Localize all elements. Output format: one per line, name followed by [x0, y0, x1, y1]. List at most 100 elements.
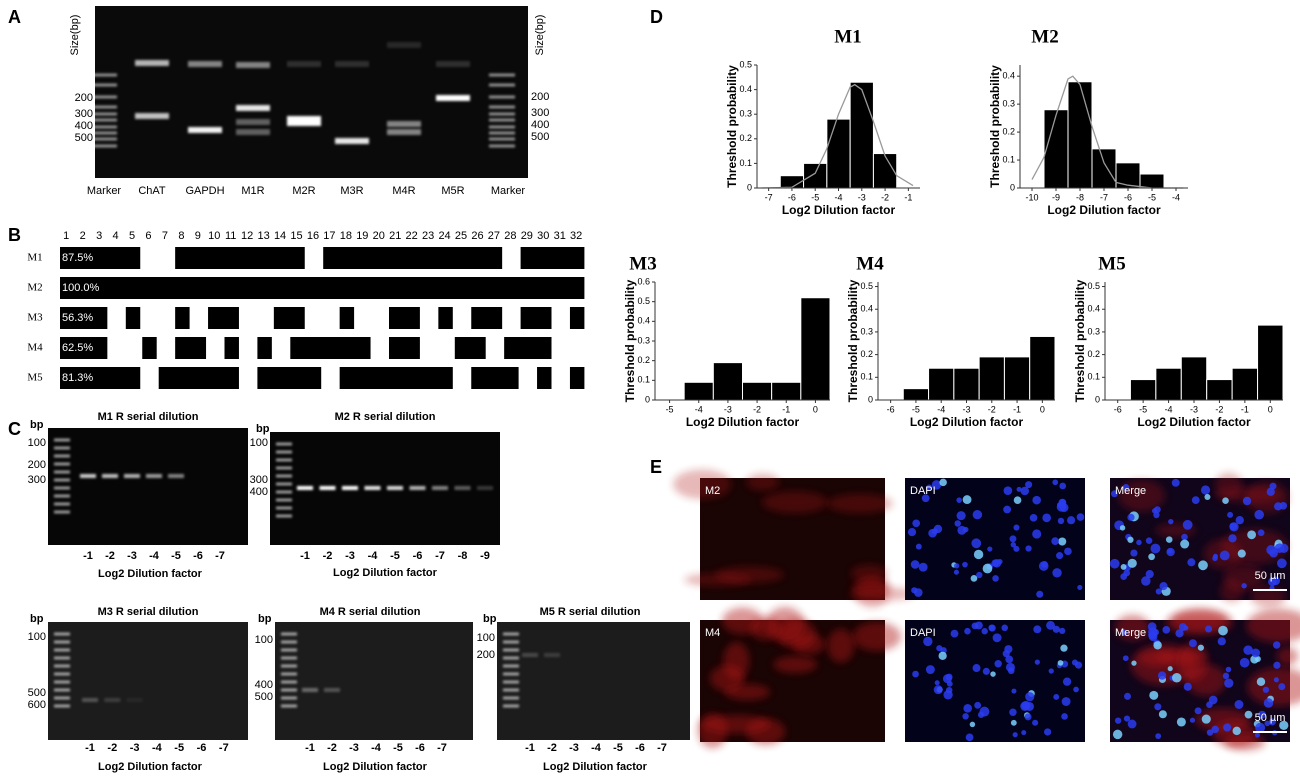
lane-label: -7: [435, 550, 445, 562]
gel-band: [335, 61, 369, 67]
nucleus: [991, 559, 999, 567]
gel-band: [91, 105, 117, 109]
gel-band: [489, 144, 515, 148]
bar: [803, 162, 828, 189]
y-tick-label: 0.4: [637, 316, 650, 326]
nucleus: [1197, 644, 1204, 651]
percent-label: 100.0%: [62, 282, 100, 294]
y-tick-label: 0: [747, 182, 752, 192]
chart-title: M3: [629, 253, 656, 274]
gel-band: [409, 486, 426, 490]
nucleus: [1122, 484, 1130, 491]
stain-smudge: [1276, 647, 1299, 666]
nucleus: [1011, 688, 1017, 694]
nucleus: [954, 520, 961, 527]
nucleus: [1222, 672, 1230, 680]
gel-band: [281, 672, 297, 676]
presence-bar: [142, 337, 157, 359]
nucleus: [1005, 655, 1014, 664]
micrograph: [697, 607, 902, 749]
gel-band: [503, 688, 519, 692]
lane-label: -5: [613, 742, 623, 754]
nucleus: [981, 628, 988, 635]
lane-label: -2: [107, 742, 117, 754]
gel-band: [82, 698, 98, 702]
bar: [800, 297, 831, 401]
bar: [1155, 367, 1182, 401]
gel-band: [236, 62, 270, 68]
gel-band: [276, 506, 292, 510]
nucleus: [1127, 513, 1135, 521]
gel-image: [95, 6, 528, 178]
nucleus: [1058, 537, 1067, 546]
gel-band: [297, 486, 313, 490]
x-tick-label: 0: [1040, 404, 1045, 414]
nucleus: [956, 497, 962, 503]
nucleus: [1061, 713, 1068, 720]
bar: [771, 381, 802, 401]
nucleus: [1056, 502, 1063, 508]
x-tick-label: -3: [858, 192, 866, 202]
nucleus: [963, 526, 969, 533]
x-tick-label: -5: [912, 404, 920, 414]
image-label: M2: [705, 485, 720, 497]
nucleus: [1189, 717, 1196, 723]
stain-smudge: [761, 491, 828, 514]
stain-smudge: [710, 665, 745, 692]
lane-label: -6: [197, 742, 207, 754]
nucleus: [1032, 529, 1042, 539]
nucleus: [950, 629, 959, 638]
lane-label: M5R: [441, 185, 464, 197]
nucleus: [1073, 686, 1079, 693]
gel-band: [489, 125, 515, 129]
axis-title: Log2 Dilution factor: [543, 761, 648, 773]
lane-label: -1: [300, 550, 310, 562]
gel-band: [489, 73, 515, 77]
nucleus: [1020, 486, 1030, 496]
nucleus: [933, 685, 943, 695]
gel-band: [454, 486, 471, 490]
nucleus: [912, 519, 921, 528]
column-number: 3: [96, 230, 102, 242]
nucleus: [1071, 659, 1078, 666]
gel-band: [126, 698, 143, 702]
nucleus: [972, 509, 983, 520]
gel-band: [287, 61, 321, 67]
size-label: 400: [531, 119, 549, 131]
nucleus: [1200, 485, 1211, 495]
nucleus: [1224, 678, 1234, 688]
gel-band: [236, 129, 270, 135]
gel-band: [236, 119, 270, 125]
gel-band: [477, 486, 493, 490]
nucleus: [1234, 700, 1244, 709]
bar: [1029, 335, 1056, 401]
column-number: 30: [537, 230, 549, 242]
lane-label: -1: [85, 742, 95, 754]
lane-label: M1R: [241, 185, 264, 197]
nucleus: [1187, 558, 1196, 567]
nucleus: [1194, 707, 1202, 715]
bar: [849, 81, 874, 189]
nucleus: [982, 667, 990, 675]
gel-band: [124, 474, 140, 478]
axis-title: Log2 Dilution factor: [323, 761, 428, 773]
bar: [1139, 173, 1165, 189]
presence-bar: [339, 367, 453, 389]
nucleus: [988, 624, 995, 631]
column-number: 10: [208, 230, 220, 242]
lane-label: -5: [393, 742, 403, 754]
x-tick-label: -2: [988, 404, 996, 414]
stain-smudge: [1214, 472, 1243, 498]
gel-band: [335, 138, 369, 144]
x-tick-label: -6: [1114, 404, 1122, 414]
gel-band: [281, 680, 297, 684]
nucleus: [1013, 524, 1020, 531]
x-tick-label: -3: [962, 404, 970, 414]
gel-band: [102, 474, 118, 478]
nucleus: [1041, 561, 1048, 568]
axis-label: Size(bp): [69, 15, 81, 56]
lane-label: -4: [368, 550, 379, 562]
y-tick-label: 0.5: [739, 59, 752, 69]
nucleus: [1062, 677, 1072, 686]
lane-label: -1: [305, 742, 315, 754]
